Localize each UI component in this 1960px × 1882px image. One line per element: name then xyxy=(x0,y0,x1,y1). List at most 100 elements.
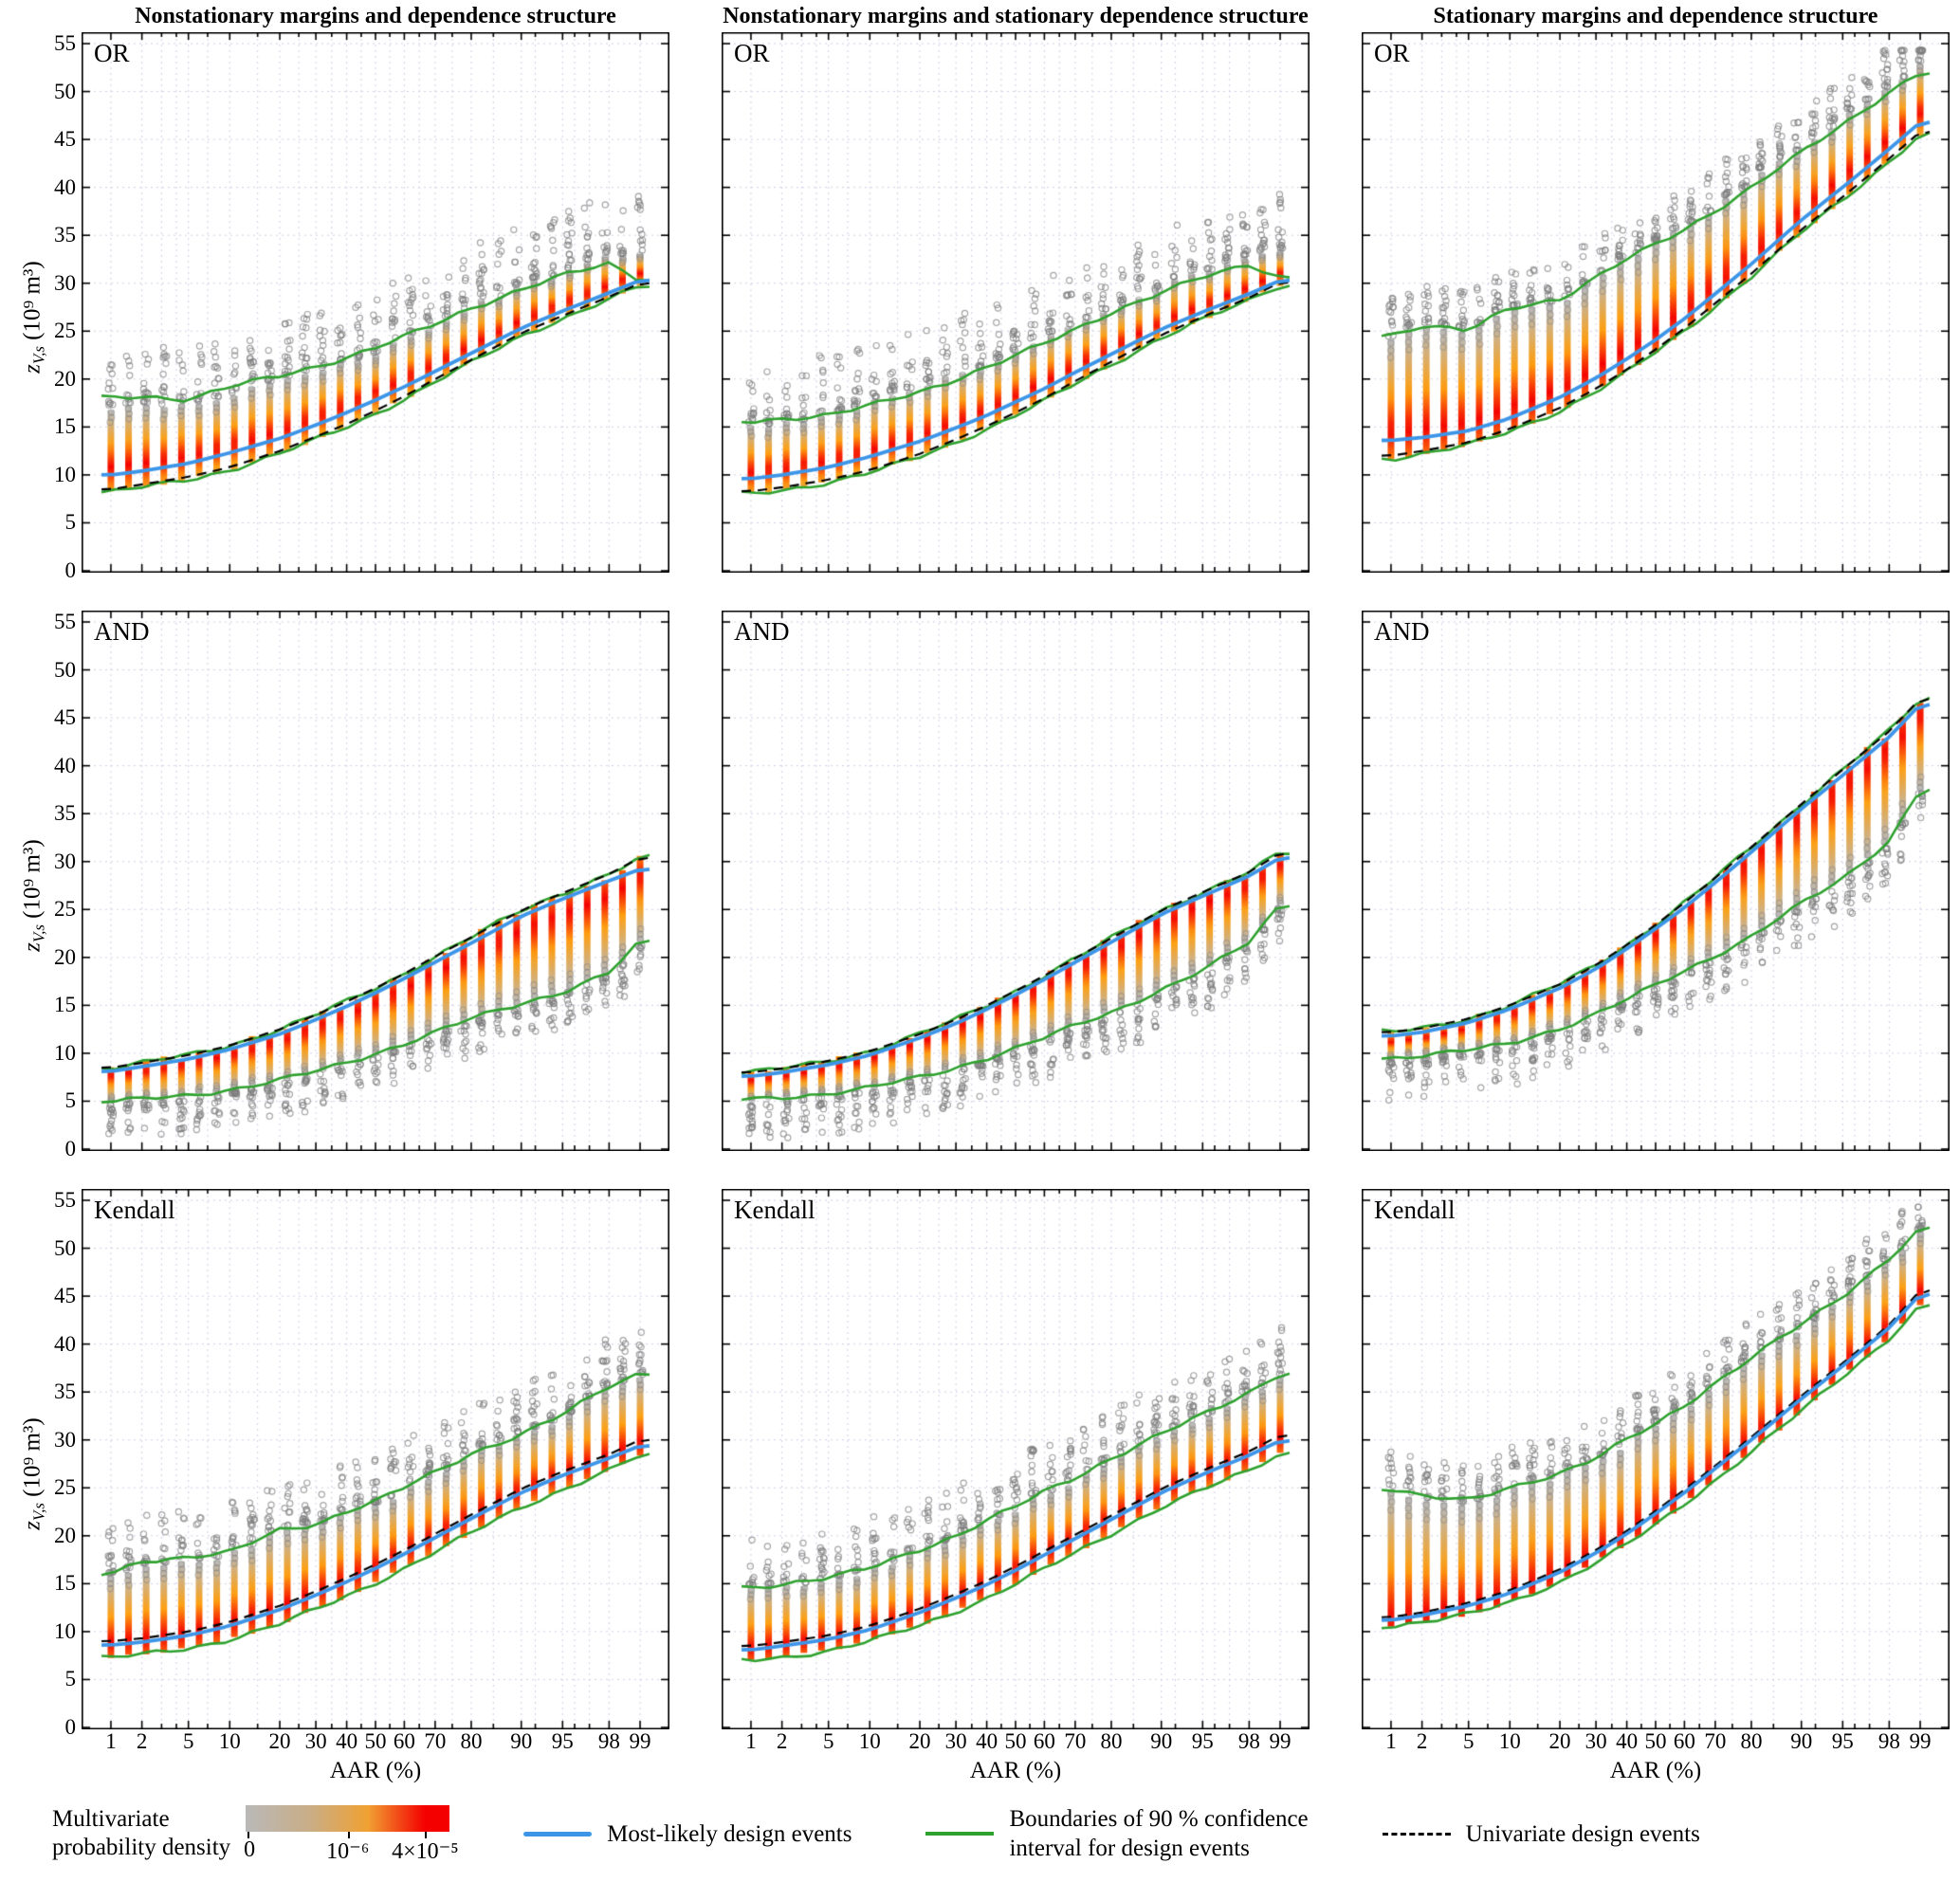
x-tick-label: 40 xyxy=(976,1729,998,1753)
x-tick-label: 80 xyxy=(1740,1729,1763,1753)
y-tick-label: 0 xyxy=(64,558,77,582)
x-tick-label: 90 xyxy=(1790,1729,1813,1753)
green-line-sample xyxy=(925,1832,995,1836)
x-tick-label: 90 xyxy=(1150,1729,1173,1753)
x-tick-label: 60 xyxy=(393,1729,415,1753)
x-tick-label: 10 xyxy=(1498,1729,1521,1753)
legend-most-likely: Most-likely design events xyxy=(523,1819,852,1849)
column-title-3: Stationary margins and dependence struct… xyxy=(1433,3,1878,28)
x-tick-label: 98 xyxy=(1878,1729,1900,1753)
density-label-line2: probability density xyxy=(52,1835,231,1860)
panel-and-col2: AND xyxy=(722,611,1310,1151)
x-axis-col1: 1 2 5 10 20 30 40 50 60 70 80 90 95 98 99 AAR (%) xyxy=(82,1729,669,1788)
dashed-line-sample xyxy=(1382,1832,1451,1836)
x-tick-labels: 1 2 5 10 20 30 40 50 60 70 80 90 95 98 99 xyxy=(1362,1729,1950,1754)
panel-and-col3: AND xyxy=(1362,611,1950,1151)
x-tick-label: 80 xyxy=(460,1729,483,1753)
y-tick-label: 35 xyxy=(54,223,76,247)
y-tick-label: 40 xyxy=(54,174,76,199)
y-axis-gutter: zV,s (10⁹ m³) 0 5 10 15 20 25 30 35 40 45 50 55 xyxy=(0,31,82,582)
panel-tag: Kendall xyxy=(734,1196,815,1224)
colorbar-label-1e-6: 10⁻⁶ xyxy=(326,1839,370,1864)
y-tick-label: 5 xyxy=(64,510,77,535)
y-tick-label: 25 xyxy=(54,1475,76,1500)
legend-univariate: Univariate design events xyxy=(1382,1819,1700,1849)
legend: Multivariate probability density 0 10⁻⁶ … xyxy=(0,1788,1960,1864)
panel-or-col2: OR xyxy=(722,32,1310,573)
y-axis-gutter: zV,s (10⁹ m³) 0 5 10 15 20 25 30 35 40 45 50 55 xyxy=(0,1188,82,1739)
x-tick-label: 10 xyxy=(218,1729,241,1753)
x-tick-label: 2 xyxy=(136,1729,148,1753)
chart-canvas-or-col2 xyxy=(722,32,1310,573)
x-tick-label: 40 xyxy=(1616,1729,1639,1753)
column-title-1: Nonstationary margins and dependence str… xyxy=(135,3,616,28)
x-tick-label: 1 xyxy=(105,1729,117,1753)
y-tick-label: 45 xyxy=(54,705,76,730)
chart-row-kendall: zV,s (10⁹ m³) 0 5 10 15 20 25 30 35 40 45 50 55 Ken… xyxy=(0,1188,1960,1739)
x-tick-label: 1 xyxy=(1385,1729,1397,1753)
confidence-label-line1: Boundaries of 90 % confidence xyxy=(1009,1806,1309,1832)
y-tick-label: 25 xyxy=(54,897,76,922)
y-tick-labels: 0 5 10 15 20 25 30 35 40 45 50 55 xyxy=(33,1188,77,1739)
colorbar-tick xyxy=(425,1832,428,1838)
panel-kendall-col3: Kendall xyxy=(1362,1189,1950,1729)
x-tick-label: 95 xyxy=(1831,1729,1854,1753)
colorbar-label-0: 0 xyxy=(244,1837,256,1862)
y-tick-label: 15 xyxy=(54,414,76,439)
y-tick-label: 45 xyxy=(54,1284,76,1308)
x-tick-label: 70 xyxy=(1064,1729,1087,1753)
panel-tag: Kendall xyxy=(1374,1196,1456,1224)
x-tick-label: 70 xyxy=(424,1729,447,1753)
panel-tag: OR xyxy=(94,39,130,67)
x-tick-label: 98 xyxy=(1237,1729,1260,1753)
x-tick-label: 70 xyxy=(1704,1729,1727,1753)
x-tick-labels: 1 2 5 10 20 30 40 50 60 70 80 90 95 98 99 xyxy=(82,1729,669,1754)
x-tick-label: 5 xyxy=(1462,1729,1475,1753)
y-tick-label: 0 xyxy=(64,1137,77,1160)
y-tick-label: 30 xyxy=(54,270,76,295)
colorbar-tick xyxy=(347,1832,350,1838)
panel-or-col3: OR xyxy=(1362,32,1950,573)
y-tick-label: 40 xyxy=(54,753,76,777)
x-tick-label: 60 xyxy=(1673,1729,1695,1753)
panel-kendall-col1: Kendall xyxy=(82,1189,669,1729)
column-titles-row: Nonstationary margins and dependence str… xyxy=(0,0,1960,32)
chart-canvas-and-col1 xyxy=(82,611,669,1151)
x-tick-label: 50 xyxy=(1004,1729,1027,1753)
x-tick-label: 5 xyxy=(182,1729,194,1753)
y-tick-label: 15 xyxy=(54,993,76,1017)
y-tick-label: 50 xyxy=(54,657,76,682)
y-tick-label: 35 xyxy=(54,1380,76,1404)
x-tick-label: 5 xyxy=(822,1729,834,1753)
y-tick-label: 5 xyxy=(64,1667,77,1691)
y-tick-label: 50 xyxy=(54,79,76,103)
panel-kendall-col2: Kendall xyxy=(722,1189,1310,1729)
x-tick-label: 95 xyxy=(551,1729,574,1753)
y-tick-label: 40 xyxy=(54,1331,76,1356)
x-axis-col2: 1 2 5 10 20 30 40 50 60 70 80 90 95 98 99 AAR (%) xyxy=(722,1729,1310,1788)
y-tick-label: 0 xyxy=(64,1715,77,1739)
panel-tag: OR xyxy=(734,39,770,67)
y-tick-label: 10 xyxy=(54,1618,76,1643)
x-tick-label: 1 xyxy=(745,1729,757,1753)
panel-tag: OR xyxy=(1374,39,1410,67)
univariate-label: Univariate design events xyxy=(1465,1820,1700,1847)
x-tick-label: 99 xyxy=(1269,1729,1291,1753)
legend-confidence: Boundaries of 90 % confidence interval f… xyxy=(925,1804,1309,1863)
chart-canvas-and-col3 xyxy=(1362,611,1950,1151)
x-tick-label: 20 xyxy=(908,1729,931,1753)
chart-row-or: zV,s (10⁹ m³) 0 5 10 15 20 25 30 35 40 45 50 55 OR … xyxy=(0,31,1960,582)
x-tick-label: 95 xyxy=(1191,1729,1214,1753)
y-tick-label: 30 xyxy=(54,849,76,873)
most-likely-label: Most-likely design events xyxy=(607,1820,852,1847)
x-tick-label: 10 xyxy=(858,1729,881,1753)
y-tick-label: 35 xyxy=(54,801,76,826)
y-tick-label: 45 xyxy=(54,127,76,152)
chart-canvas-or-col3 xyxy=(1362,32,1950,573)
y-tick-label: 55 xyxy=(54,1188,76,1212)
density-label: Multivariate probability density xyxy=(52,1805,230,1862)
x-tick-label: 50 xyxy=(364,1729,387,1753)
x-tick-label: 80 xyxy=(1100,1729,1123,1753)
